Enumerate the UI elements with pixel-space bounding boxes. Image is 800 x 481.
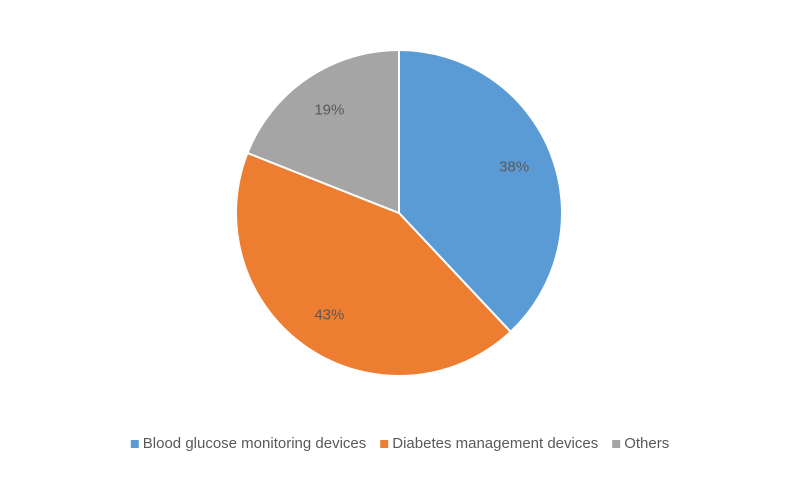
legend-swatch bbox=[380, 440, 389, 448]
legend-label: Diabetes management devices bbox=[392, 435, 598, 452]
legend: Blood glucose monitoring devices Diabetes… bbox=[130, 435, 669, 452]
data-label: 38% bbox=[499, 158, 529, 175]
data-label: 43% bbox=[314, 306, 344, 323]
legend-label: Blood glucose monitoring devices bbox=[143, 435, 366, 452]
pie bbox=[235, 48, 563, 377]
data-label: 19% bbox=[314, 102, 344, 119]
legend-swatch bbox=[130, 440, 139, 448]
pie-slice bbox=[398, 48, 563, 334]
legend-label: Others bbox=[624, 435, 669, 452]
data-labels: 38% 43% 19% bbox=[314, 102, 529, 324]
pie-slice bbox=[246, 48, 400, 215]
pie-slice bbox=[235, 151, 512, 377]
legend-swatch bbox=[612, 440, 621, 448]
